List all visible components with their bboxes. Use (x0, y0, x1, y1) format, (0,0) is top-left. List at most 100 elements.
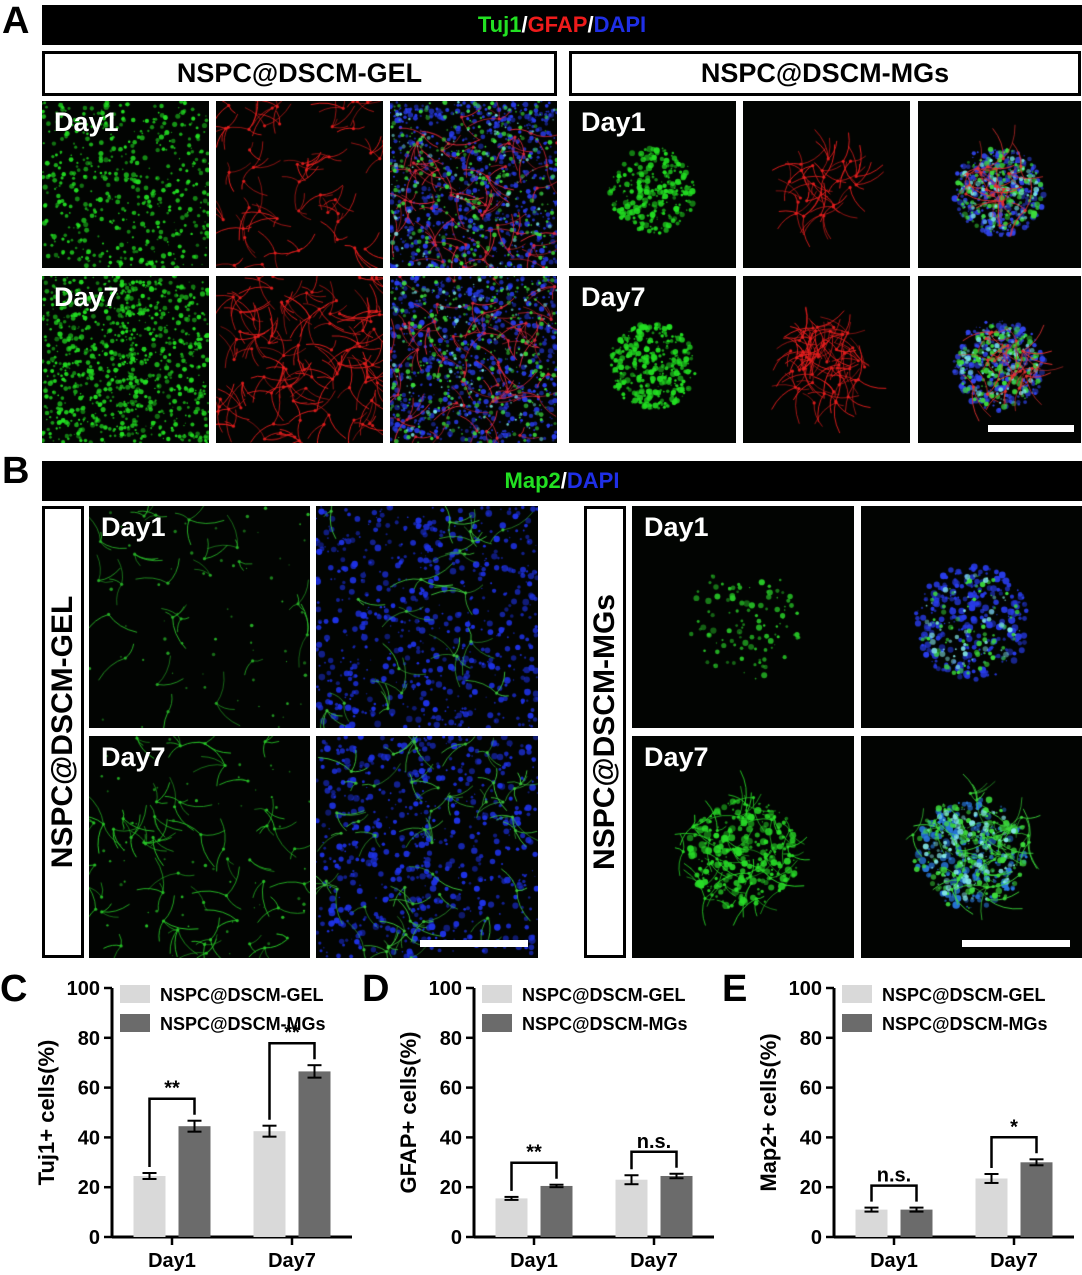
legend-swatch (120, 985, 150, 1003)
stain-dapi-label: DAPI (566, 468, 620, 493)
legend-label: NSPC@DSCM-GEL (160, 985, 324, 1005)
day-label: Day7 (101, 742, 166, 772)
micrograph-b-mgs-day7-merge (861, 736, 1082, 958)
x-tick-label: Day7 (990, 1250, 1038, 1272)
y-tick-label: 80 (440, 1028, 462, 1050)
bar (855, 1209, 888, 1237)
panel-a-stain-bar: Tuj1/GFAP / DAPI (42, 5, 1082, 45)
panel-b-stain-bar: Map2/DAPI (42, 461, 1082, 501)
significance-bracket (268, 1041, 316, 1120)
bar (298, 1071, 331, 1237)
y-axis-label: Tuj1+ cells(%) (34, 1040, 59, 1186)
day-label: Day1 (581, 107, 646, 137)
significance-bracket (148, 1097, 196, 1168)
y-tick-label: 100 (789, 978, 822, 1000)
scale-bar (988, 425, 1074, 432)
bar (660, 1175, 693, 1237)
y-tick-label: 100 (429, 978, 462, 1000)
bar (900, 1209, 933, 1237)
bar (1020, 1162, 1053, 1237)
y-axis-label: GFAP+ cells(%) (396, 1031, 421, 1193)
x-tick-label: Day1 (510, 1250, 558, 1272)
significance-bracket (990, 1136, 1038, 1169)
legend-label: NSPC@DSCM-MGs (160, 1014, 326, 1034)
stain-gfap-label: GFAP (527, 12, 588, 37)
bar (540, 1185, 573, 1237)
x-tick-label: Day1 (870, 1250, 918, 1272)
legend-swatch (120, 1014, 150, 1032)
y-tick-label: 80 (800, 1028, 822, 1050)
micrograph-a-mgs-day1-merge (918, 101, 1081, 268)
stain-tuj1-label: Tuj1 (477, 12, 522, 37)
bar (495, 1198, 528, 1237)
group-label: NSPC@DSCM-MGs (588, 594, 621, 870)
significance-bracket (630, 1150, 678, 1170)
x-tick-label: Day1 (148, 1250, 196, 1272)
y-axis-label: Map2+ cells(%) (756, 1033, 781, 1191)
y-tick-label: 20 (800, 1177, 822, 1199)
micrograph-a-mgs-day1-gfap (743, 101, 910, 268)
micrograph-a-mgs-day1-tuj1: Day1 (569, 101, 736, 268)
legend-label: NSPC@DSCM-GEL (882, 985, 1046, 1005)
y-tick-label: 0 (811, 1227, 822, 1249)
significance-label: ** (284, 1022, 300, 1044)
micrograph-b-gel-day1-merge (316, 506, 538, 728)
y-tick-label: 20 (440, 1177, 462, 1199)
micrograph-a-mgs-day7-merge (918, 276, 1081, 443)
y-tick-label: 60 (440, 1078, 462, 1100)
micrograph-b-mgs-day1-map2: Day1 (632, 506, 854, 728)
micrograph-a-gel-day1-merge (390, 101, 557, 268)
chart-e: E 0 20 40 60 80 100 Map2+ cells(%) Day1 n.s. Day7 *… (722, 968, 1074, 1272)
day-label: Day7 (644, 742, 709, 772)
micrograph-b-gel-day7-merge (316, 736, 538, 958)
bar (975, 1178, 1008, 1237)
micrograph-a-gel-day1-tuj1: Day1 (42, 101, 209, 268)
day-label: Day1 (101, 512, 166, 542)
day-label: Day7 (581, 282, 646, 312)
y-tick-label: 60 (800, 1078, 822, 1100)
day-label: Day1 (54, 107, 119, 137)
y-tick-label: 20 (78, 1177, 100, 1199)
bar (253, 1131, 286, 1237)
day-label: Day7 (54, 282, 119, 312)
y-tick-label: 0 (89, 1227, 100, 1249)
significance-bracket (870, 1184, 918, 1202)
y-tick-label: 40 (440, 1127, 462, 1149)
x-tick-label: Day7 (268, 1250, 316, 1272)
stain-separator: / (587, 12, 594, 37)
y-tick-label: 0 (451, 1227, 462, 1249)
micrograph-a-gel-day7-gfap (216, 276, 383, 443)
stain-separator: / (521, 12, 528, 37)
x-tick-label: Day7 (630, 1250, 678, 1272)
stain-map2-label: Map2 (504, 468, 561, 493)
panel-letter: C (0, 968, 27, 1010)
micrograph-b-mgs-day7-map2: Day7 (632, 736, 854, 958)
scale-bar (962, 940, 1070, 947)
micrograph-b-gel-day1-map2: Day1 (89, 506, 310, 728)
y-tick-label: 40 (78, 1127, 100, 1149)
panel-b-letter: B (2, 450, 30, 492)
y-tick-label: 40 (800, 1127, 822, 1149)
significance-label: n.s. (637, 1131, 671, 1153)
group-label: NSPC@DSCM-GEL (46, 595, 79, 869)
micrograph-a-mgs-day7-gfap (743, 276, 910, 443)
legend-swatch (842, 1014, 872, 1032)
micrograph-a-gel-day7-merge (390, 276, 557, 443)
panel-letter: D (362, 968, 389, 1010)
micrograph-b-gel-day7-map2: Day7 (89, 736, 310, 958)
bar (615, 1179, 648, 1237)
panel-a-letter: A (2, 0, 30, 42)
micrograph-a-mgs-day7-tuj1: Day7 (569, 276, 736, 443)
significance-label: * (1010, 1116, 1018, 1138)
significance-bracket (510, 1161, 558, 1191)
panel-letter: E (722, 968, 747, 1010)
significance-label: ** (526, 1142, 542, 1164)
y-tick-label: 60 (78, 1078, 100, 1100)
panel-a-group-mgs: NSPC@DSCM-MGs (569, 51, 1081, 96)
y-tick-label: 100 (67, 978, 100, 1000)
stain-dapi-label: DAPI (593, 12, 647, 37)
day-label: Day1 (644, 512, 709, 542)
chart-d: D 0 20 40 60 80 100 GFAP+ cells(%) Day1 ** Day7 n.s… (362, 968, 714, 1272)
bar (178, 1126, 211, 1237)
